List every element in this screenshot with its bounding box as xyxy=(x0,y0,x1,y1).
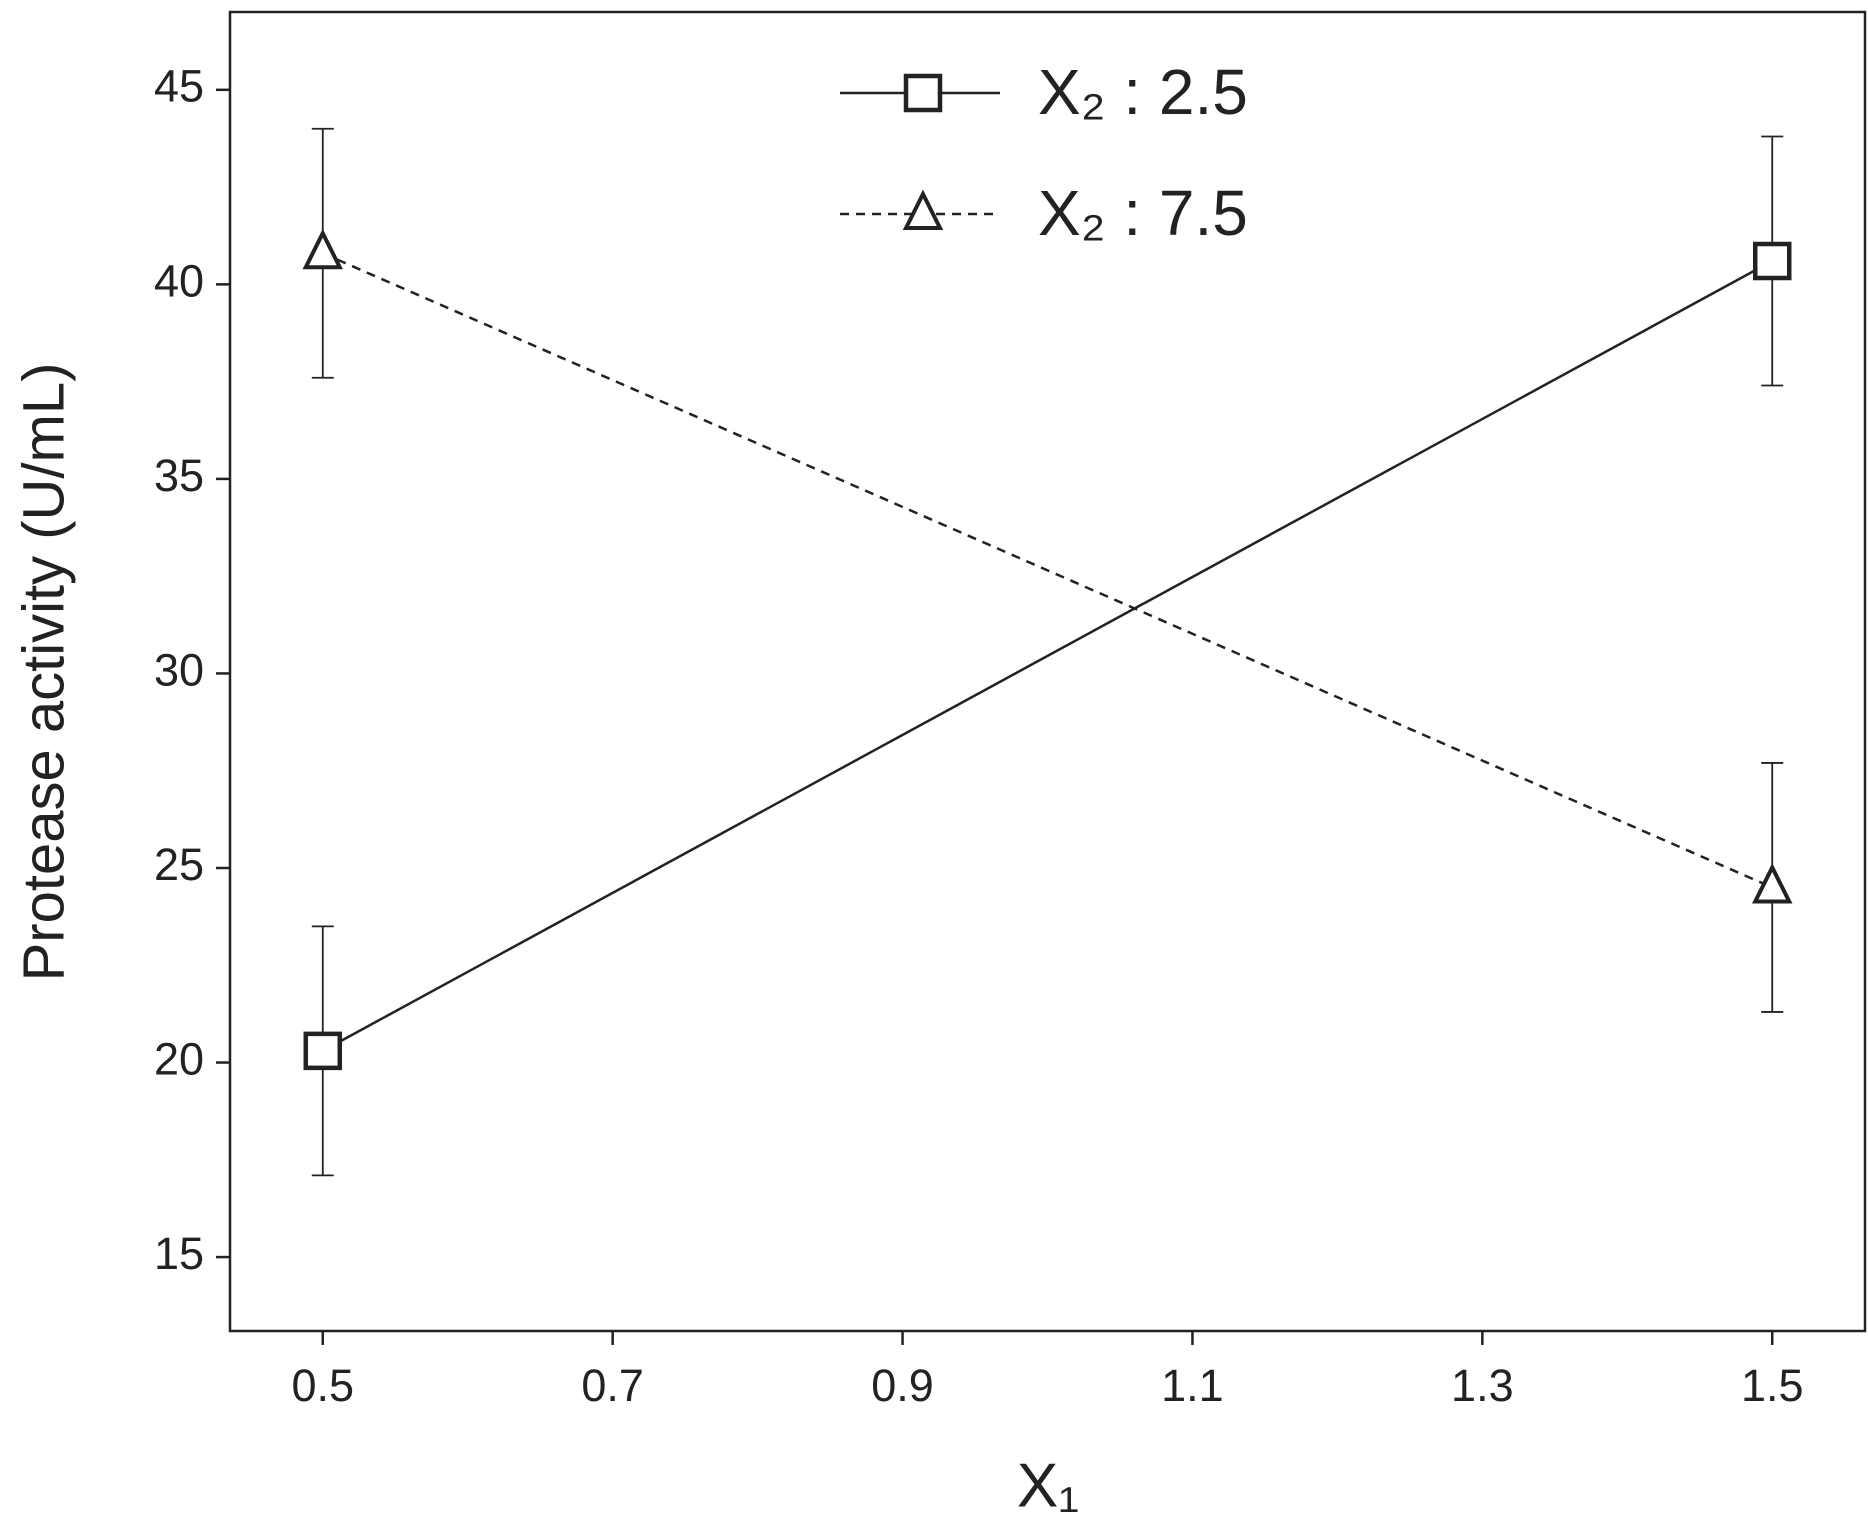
x-tick-label: 0.5 xyxy=(291,1360,354,1411)
y-axis-label: Protease activity (U/mL) xyxy=(11,363,76,982)
marker xyxy=(1752,241,1792,281)
y-tick-label: 35 xyxy=(154,450,204,501)
x-tick-label: 0.7 xyxy=(581,1360,644,1411)
legend-marker xyxy=(903,73,943,113)
y-tick-label: 45 xyxy=(154,61,204,112)
y-tick-label: 40 xyxy=(154,255,204,306)
legend-marker xyxy=(902,189,944,230)
marker xyxy=(303,1031,343,1071)
legend-label: X₂ : 2.5 xyxy=(1038,56,1248,128)
marker xyxy=(1751,862,1793,904)
y-tick-label: 15 xyxy=(154,1228,204,1279)
x-tick-label: 1.1 xyxy=(1161,1360,1224,1411)
x-tick-label: 1.5 xyxy=(1741,1360,1804,1411)
x-axis-label: X₁ xyxy=(1017,1451,1079,1520)
y-tick-label: 30 xyxy=(154,644,204,695)
x-tick-label: 0.9 xyxy=(871,1360,934,1411)
y-tick-label: 20 xyxy=(154,1033,204,1084)
series-line xyxy=(322,252,1773,889)
series-line xyxy=(322,259,1773,1052)
x-tick-label: 1.3 xyxy=(1451,1360,1514,1411)
plot-frame xyxy=(228,10,1867,1333)
legend-label: X₂ : 7.5 xyxy=(1038,177,1248,249)
y-tick-label: 25 xyxy=(154,839,204,890)
marker xyxy=(302,228,344,270)
